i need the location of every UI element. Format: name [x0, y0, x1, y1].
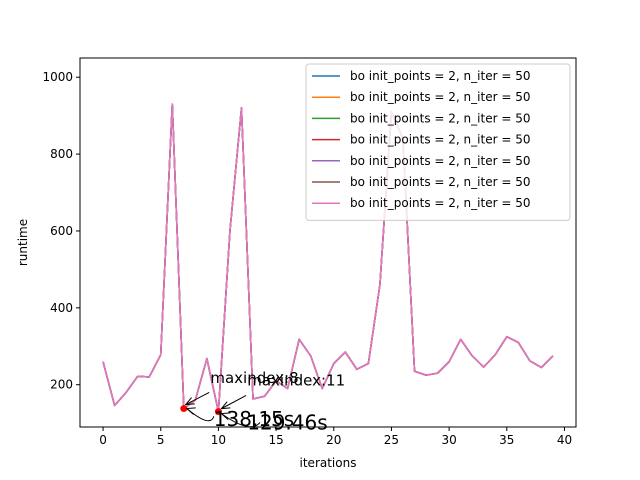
- x-tick-label: 25: [384, 433, 399, 447]
- arrow-maxindex-11: [221, 395, 247, 410]
- legend-entry-1: bo init_points = 2, n_iter = 50: [350, 69, 530, 83]
- arrow-value-129-head: [220, 412, 231, 420]
- legend-box: [305, 63, 571, 221]
- legend-entry-3: bo init_points = 2, n_iter = 50: [350, 111, 530, 125]
- legend: bo init_points = 2, n_iter = 50 bo init_p…: [305, 63, 571, 221]
- y-tick-label: 1000: [42, 70, 73, 84]
- y-tick-label: 200: [50, 378, 73, 392]
- x-tick-label: 35: [499, 433, 514, 447]
- y-tick-label: 600: [50, 224, 73, 238]
- annotation-text-4: 129.46s: [247, 410, 327, 434]
- annotation-text-1: maxindex:8: [210, 369, 298, 387]
- x-axis-ticks: 0 5 10 15 20 25 30 35 40: [99, 427, 572, 447]
- series-line-7: [102, 103, 554, 413]
- marker-point-2: [214, 408, 222, 416]
- y-axis-label: runtime: [16, 219, 30, 266]
- axes-frame: [79, 57, 577, 428]
- y-tick-label: 800: [50, 147, 73, 161]
- annotation-arrows: [184, 391, 261, 428]
- series-lines: [102, 103, 554, 413]
- arrow-maxindex-8-head: [184, 397, 195, 406]
- x-tick-label: 30: [441, 433, 456, 447]
- x-tick-label: 20: [326, 433, 341, 447]
- annotation-text-2: maxindex:11: [247, 371, 345, 389]
- x-tick-label: 40: [557, 433, 572, 447]
- arrow-maxindex-8: [185, 391, 210, 405]
- y-tick-label: 400: [50, 301, 73, 315]
- x-axis-label: iterations: [300, 456, 357, 470]
- legend-entry-7: bo init_points = 2, n_iter = 50: [350, 196, 530, 210]
- marker-points: [180, 405, 222, 416]
- legend-entry-2: bo init_points = 2, n_iter = 50: [350, 90, 530, 104]
- legend-entry-6: bo init_points = 2, n_iter = 50: [350, 175, 530, 189]
- legend-entry-5: bo init_points = 2, n_iter = 50: [350, 154, 530, 168]
- arrow-maxindex-11-head: [220, 401, 231, 410]
- x-tick-label: 10: [211, 433, 226, 447]
- y-axis-ticks: 200 400 600 800 1000: [42, 70, 80, 392]
- arrow-value-129: [221, 413, 261, 428]
- legend-entry-4: bo init_points = 2, n_iter = 50: [350, 133, 530, 147]
- x-tick-label: 5: [157, 433, 165, 447]
- arrow-value-138-head: [185, 407, 196, 415]
- x-tick-label: 0: [99, 433, 107, 447]
- marker-point-1: [180, 405, 188, 413]
- annotation-text-3: 138.15s: [214, 407, 294, 431]
- x-tick-label: 15: [268, 433, 283, 447]
